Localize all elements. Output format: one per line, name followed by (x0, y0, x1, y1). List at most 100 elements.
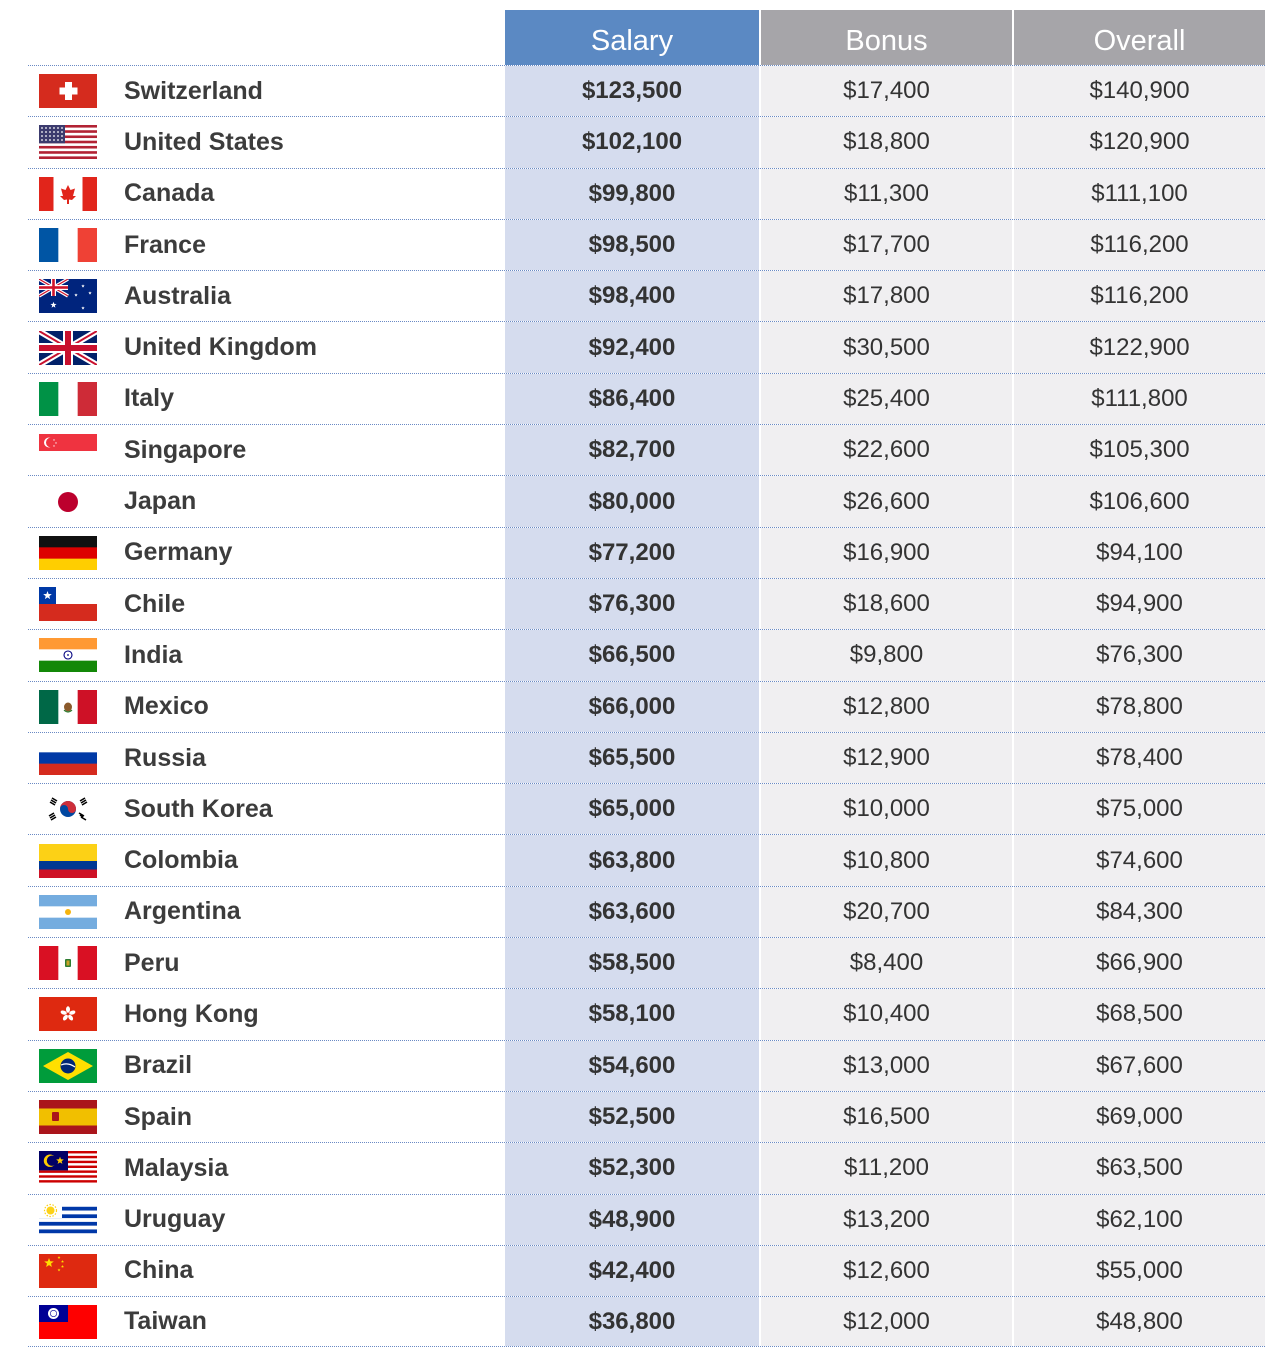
table-row: Chile $76,300 $18,600 $94,900 (28, 577, 1265, 630)
bonus-cell: $10,400 (761, 989, 1012, 1040)
bonus-cell: $11,200 (761, 1143, 1012, 1194)
overall-cell: $111,800 (1014, 373, 1265, 425)
table-row: Uruguay $48,900 $13,200 $62,100 (28, 1193, 1265, 1245)
switzerland-flag-icon (39, 66, 97, 116)
country-name: Taiwan (124, 1307, 207, 1336)
salary-cell: $102,100 (505, 117, 759, 168)
table-row: Peru $58,500 $8,400 $66,900 (28, 937, 1265, 989)
country-name: Peru (124, 948, 180, 977)
country-name: United States (124, 127, 284, 156)
overall-cell: $69,000 (1014, 1091, 1265, 1143)
overall-cell: $78,400 (1014, 732, 1265, 784)
bonus-cell: $16,900 (761, 527, 1012, 578)
overall-cell: $140,900 (1014, 66, 1265, 117)
country-name: Spain (124, 1102, 193, 1131)
country-name: Mexico (124, 692, 209, 721)
country-name: Hong Kong (124, 999, 259, 1028)
overall-cell: $105,300 (1014, 425, 1265, 476)
table-row: Hong Kong $58,100 $10,400 $68,500 (28, 988, 1265, 1040)
bonus-cell: $9,800 (761, 630, 1012, 681)
country-name: Germany (124, 538, 233, 567)
overall-column-header: Overall (1014, 10, 1265, 65)
overall-cell: $94,100 (1014, 527, 1265, 578)
overall-cell: $55,000 (1014, 1245, 1265, 1297)
south-korea-flag-icon (39, 784, 97, 834)
salary-cell: $98,400 (505, 271, 759, 322)
table-header: Salary Bonus Overall (28, 10, 1265, 65)
bonus-column-header: Bonus (761, 10, 1012, 65)
table-row: Taiwan $36,800 $12,000 $48,800 (28, 1296, 1265, 1348)
overall-cell: $68,500 (1014, 989, 1265, 1040)
bonus-cell: $12,000 (761, 1297, 1012, 1347)
overall-cell: $74,600 (1014, 835, 1265, 886)
country-name: Argentina (124, 897, 241, 926)
spain-flag-icon (39, 1092, 97, 1142)
brazil-flag-icon (39, 1041, 97, 1091)
salary-cell: $48,900 (505, 1194, 759, 1245)
bonus-cell: $8,400 (761, 938, 1012, 989)
table-row: France $98,500 $17,700 $116,200 (28, 218, 1265, 271)
salary-cell: $66,000 (505, 681, 759, 732)
table-row: Australia $98,400 $17,800 $116,200 (28, 270, 1265, 322)
overall-cell: $111,100 (1014, 168, 1265, 219)
chile-flag-icon (39, 579, 97, 629)
overall-cell: $63,500 (1014, 1143, 1265, 1194)
overall-cell: $66,900 (1014, 938, 1265, 989)
table-row: Singapore $82,700 $22,600 $105,300 (28, 424, 1265, 476)
table-row: Switzerland $123,500 $17,400 $140,900 (28, 65, 1265, 117)
table-row: Russia $65,500 $12,900 $78,400 (28, 731, 1265, 784)
overall-cell: $62,100 (1014, 1194, 1265, 1245)
table-row: Japan $80,000 $26,600 $106,600 (28, 475, 1265, 527)
japan-flag-icon (39, 476, 97, 526)
bonus-cell: $30,500 (761, 322, 1012, 373)
country-name: France (124, 230, 206, 259)
country-name: China (124, 1256, 194, 1285)
taiwan-flag-icon (39, 1297, 97, 1346)
bonus-cell: $17,800 (761, 271, 1012, 322)
table-row: Germany $77,200 $16,900 $94,100 (28, 526, 1265, 578)
canada-flag-icon (39, 169, 97, 219)
overall-cell: $94,900 (1014, 578, 1265, 630)
united-kingdom-flag-icon (39, 322, 97, 372)
table-row: Malaysia $52,300 $11,200 $63,500 (28, 1142, 1265, 1194)
argentina-flag-icon (39, 887, 97, 937)
salary-cell: $86,400 (505, 373, 759, 425)
russia-flag-icon (39, 733, 97, 783)
overall-cell: $120,900 (1014, 117, 1265, 168)
bonus-cell: $18,600 (761, 578, 1012, 630)
overall-cell: $78,800 (1014, 681, 1265, 732)
overall-cell: $76,300 (1014, 630, 1265, 681)
country-name: India (124, 640, 183, 669)
united-states-flag-icon (39, 117, 97, 167)
country-name: Russia (124, 743, 206, 772)
bonus-cell: $10,000 (761, 784, 1012, 835)
overall-cell: $84,300 (1014, 886, 1265, 938)
salary-cell: $92,400 (505, 322, 759, 373)
bonus-cell: $22,600 (761, 425, 1012, 476)
salary-cell: $52,300 (505, 1143, 759, 1194)
france-flag-icon (39, 220, 97, 270)
table-row: China $42,400 $12,600 $55,000 (28, 1244, 1265, 1297)
bonus-cell: $12,900 (761, 732, 1012, 784)
country-name: Singapore (124, 435, 247, 464)
salary-cell: $42,400 (505, 1245, 759, 1297)
table-row: Colombia $63,800 $10,800 $74,600 (28, 834, 1265, 886)
hong-kong-flag-icon (39, 989, 97, 1039)
germany-flag-icon (39, 528, 97, 578)
country-name: Malaysia (124, 1153, 229, 1182)
salary-cell: $76,300 (505, 578, 759, 630)
country-name: Canada (124, 179, 215, 208)
salary-cell: $58,500 (505, 938, 759, 989)
peru-flag-icon (39, 938, 97, 988)
italy-flag-icon (39, 374, 97, 424)
country-name: Italy (124, 384, 175, 413)
uruguay-flag-icon (39, 1195, 97, 1245)
overall-cell: $116,200 (1014, 219, 1265, 271)
china-flag-icon (39, 1246, 97, 1296)
bonus-cell: $11,300 (761, 168, 1012, 219)
table-body: Switzerland $123,500 $17,400 $140,900 United… (28, 65, 1265, 1348)
salary-cell: $80,000 (505, 476, 759, 527)
bonus-cell: $13,200 (761, 1194, 1012, 1245)
bonus-cell: $25,400 (761, 373, 1012, 425)
overall-cell: $48,800 (1014, 1297, 1265, 1347)
